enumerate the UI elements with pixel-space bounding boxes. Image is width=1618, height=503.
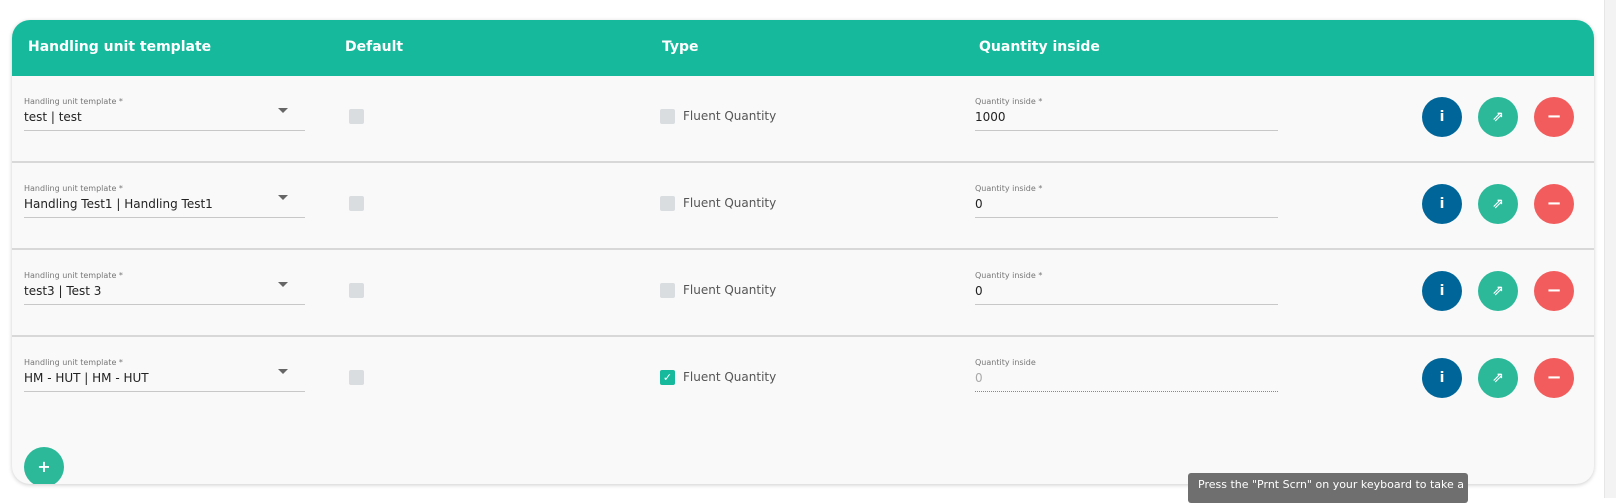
quantity-input[interactable]: 1000 bbox=[975, 110, 1006, 124]
quantity-underline bbox=[975, 130, 1278, 131]
info-button[interactable]: i bbox=[1422, 184, 1462, 224]
remove-button[interactable]: − bbox=[1534, 358, 1574, 398]
chevron-down-icon[interactable] bbox=[278, 108, 288, 113]
template-select[interactable]: HM - HUT | HM - HUT bbox=[24, 371, 149, 385]
template-underline bbox=[24, 391, 305, 392]
quantity-underline bbox=[975, 391, 1278, 392]
remove-button[interactable]: − bbox=[1534, 271, 1574, 311]
chevron-down-icon[interactable] bbox=[278, 369, 288, 374]
template-label: Handling unit template * bbox=[24, 358, 123, 367]
tooltip: Press the "Prnt Scrn" on your keyboard t… bbox=[1188, 473, 1468, 503]
quantity-underline bbox=[975, 304, 1278, 305]
fluent-quantity-checkbox[interactable] bbox=[660, 109, 675, 124]
template-select[interactable]: test | test bbox=[24, 110, 82, 124]
template-label: Handling unit template * bbox=[24, 271, 123, 280]
default-checkbox[interactable] bbox=[349, 370, 364, 385]
info-button[interactable]: i bbox=[1422, 358, 1462, 398]
table-header: Handling unit template Default Type Quan… bbox=[12, 20, 1594, 76]
scrollbar[interactable] bbox=[1604, 0, 1616, 498]
fluent-quantity-label: Fluent Quantity bbox=[683, 109, 777, 123]
open-external-button[interactable]: ⇗ bbox=[1478, 97, 1518, 137]
quantity-label: Quantity inside bbox=[975, 358, 1036, 367]
quantity-input[interactable]: 0 bbox=[975, 371, 983, 385]
fluent-quantity-checkbox[interactable]: ✓ bbox=[660, 370, 675, 385]
quantity-underline bbox=[975, 217, 1278, 218]
table-row: Handling unit template * Handling Test1 … bbox=[12, 163, 1594, 250]
open-external-button[interactable]: ⇗ bbox=[1478, 184, 1518, 224]
fluent-quantity-label: Fluent Quantity bbox=[683, 283, 777, 297]
template-label: Handling unit template * bbox=[24, 184, 123, 193]
remove-button[interactable]: − bbox=[1534, 97, 1574, 137]
add-row-button[interactable]: + bbox=[24, 447, 64, 484]
header-default: Default bbox=[345, 39, 404, 55]
fluent-quantity-label: Fluent Quantity bbox=[683, 370, 777, 384]
fluent-quantity-label: Fluent Quantity bbox=[683, 196, 777, 210]
table-row: Handling unit template * HM - HUT | HM -… bbox=[12, 337, 1594, 424]
quantity-input[interactable]: 0 bbox=[975, 284, 983, 298]
chevron-down-icon[interactable] bbox=[278, 282, 288, 287]
chevron-down-icon[interactable] bbox=[278, 195, 288, 200]
template-underline bbox=[24, 130, 305, 131]
template-underline bbox=[24, 304, 305, 305]
table-row: Handling unit template * test3 | Test 3 … bbox=[12, 250, 1594, 337]
info-button[interactable]: i bbox=[1422, 271, 1462, 311]
remove-button[interactable]: − bbox=[1534, 184, 1574, 224]
fluent-quantity-checkbox[interactable] bbox=[660, 283, 675, 298]
open-external-button[interactable]: ⇗ bbox=[1478, 358, 1518, 398]
template-label: Handling unit template * bbox=[24, 97, 123, 106]
quantity-input[interactable]: 0 bbox=[975, 197, 983, 211]
default-checkbox[interactable] bbox=[349, 196, 364, 211]
default-checkbox[interactable] bbox=[349, 283, 364, 298]
quantity-label: Quantity inside * bbox=[975, 271, 1043, 280]
handling-units-card: Handling unit template Default Type Quan… bbox=[12, 20, 1594, 484]
default-checkbox[interactable] bbox=[349, 109, 364, 124]
table-row: Handling unit template * test | test Flu… bbox=[12, 76, 1594, 163]
template-select[interactable]: test3 | Test 3 bbox=[24, 284, 102, 298]
header-template: Handling unit template bbox=[28, 39, 212, 55]
quantity-label: Quantity inside * bbox=[975, 97, 1043, 106]
info-button[interactable]: i bbox=[1422, 97, 1462, 137]
header-type: Type bbox=[662, 39, 699, 55]
template-select[interactable]: Handling Test1 | Handling Test1 bbox=[24, 197, 213, 211]
fluent-quantity-checkbox[interactable] bbox=[660, 196, 675, 211]
open-external-button[interactable]: ⇗ bbox=[1478, 271, 1518, 311]
template-underline bbox=[24, 217, 305, 218]
quantity-label: Quantity inside * bbox=[975, 184, 1043, 193]
header-quantity: Quantity inside bbox=[979, 39, 1100, 55]
